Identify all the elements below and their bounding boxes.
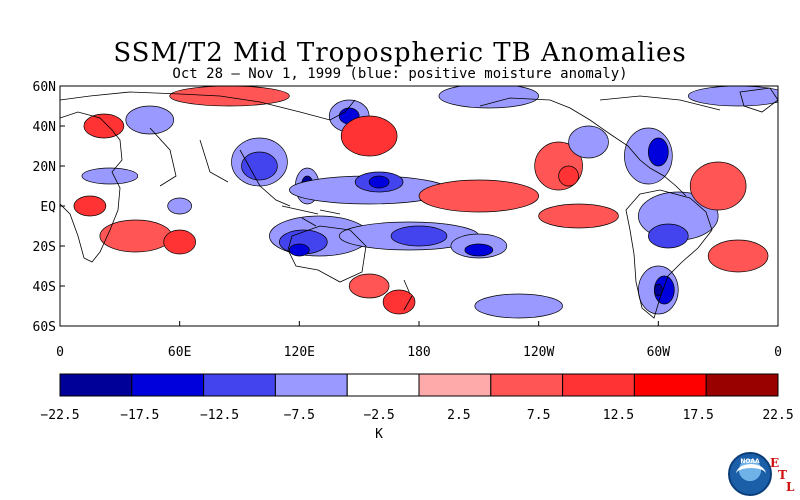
colorbar-swatch [274, 373, 348, 397]
anomaly-contour-7 [241, 151, 278, 181]
noaa-logo: NOAA [728, 452, 772, 496]
colorbar-tick-label: 2.5 [447, 408, 470, 423]
lat-label: 60S [33, 320, 56, 335]
anomaly-contour-36 [689, 161, 747, 211]
coastline-maritime [281, 205, 341, 227]
lat-label: 40N [33, 120, 56, 135]
colorbar-swatch [490, 373, 564, 397]
lon-label: 180 [407, 345, 430, 360]
lon-label: 0 [56, 345, 64, 360]
anomaly-contour-28 [568, 125, 609, 159]
lat-label: 20S [33, 240, 56, 255]
coastline-north-america [479, 95, 721, 197]
etl-letter-t: T [778, 468, 787, 482]
lat-label: 60N [33, 80, 56, 95]
colorbar-swatch [705, 373, 779, 397]
noaa-bird-icon [736, 464, 766, 484]
anomaly-contour-25 [418, 179, 540, 213]
coastline-eurasia [60, 91, 356, 207]
lat-label: EQ [40, 200, 56, 215]
colorbar-tick-label: 17.5 [683, 408, 714, 423]
lon-label: 0 [774, 345, 782, 360]
colorbar-tick-label: −17.5 [120, 408, 159, 423]
anomaly-contour-30 [648, 137, 669, 167]
anomaly-contour-40 [687, 86, 778, 107]
anomaly-contour-0 [125, 105, 175, 135]
coastline-south-america [625, 189, 713, 319]
anomaly-contour-42 [538, 203, 619, 229]
anomaly-contour-22 [464, 243, 494, 257]
lat-label: 20N [33, 160, 56, 175]
colorbar-swatch [633, 373, 707, 397]
colorbar-swatch [59, 373, 133, 397]
colorbar-swatch [418, 373, 492, 397]
colorbar-swatch [346, 373, 420, 397]
lon-label: 120W [523, 345, 554, 360]
etl-letter-l: L [786, 480, 795, 494]
coastline-greenland [739, 87, 778, 113]
colorbar-tick-label: 12.5 [603, 408, 634, 423]
anomaly-contour-2 [73, 195, 107, 217]
anomaly-contour-20 [390, 225, 448, 247]
etl-letter-e: E [770, 456, 780, 470]
coastline-nz [403, 279, 413, 311]
anomaly-contour-12 [340, 115, 398, 157]
anomaly-contour-39 [169, 86, 290, 107]
anomaly-contour-15 [368, 175, 390, 189]
colorbar-tick-label: −2.5 [363, 408, 394, 423]
anomaly-contour-41 [474, 293, 563, 319]
lon-label: 60W [647, 345, 671, 360]
colorbar-unit: K [375, 427, 383, 442]
anomaly-contour-3 [81, 167, 139, 185]
anomaly-contour-32 [648, 223, 689, 249]
anomaly-contour-24 [382, 289, 416, 315]
anomaly-contour-1 [83, 113, 125, 139]
anomaly-contour-38 [438, 86, 540, 109]
anomaly-contour-35 [653, 283, 663, 297]
anomaly-contour-5 [163, 229, 196, 255]
lat-label: 40S [33, 280, 56, 295]
coastline-africa [60, 111, 123, 263]
colorbar-swatch [203, 373, 276, 397]
coastline-australia [287, 225, 367, 283]
anomaly-contour-37 [707, 239, 769, 273]
colorbar-tick-label: 7.5 [527, 408, 550, 423]
map-subtitle: Oct 28 – Nov 1, 1999 (blue: positive moi… [172, 66, 628, 82]
colorbar-tick-label: −12.5 [200, 408, 239, 423]
anomaly-contour-18 [289, 243, 310, 257]
colorbar-swatch [131, 373, 205, 397]
colorbar-tick-label: 22.5 [762, 408, 793, 423]
noaa-logo-text: NOAA [740, 458, 760, 465]
anomaly-contour-4 [99, 219, 173, 253]
colorbar-tick-label: −22.5 [40, 408, 79, 423]
colorbar-swatch [562, 373, 635, 397]
map-title: SSM/T2 Mid Tropospheric TB Anomalies [113, 38, 687, 68]
colorbar-tick-label: −7.5 [284, 408, 315, 423]
lon-label: 60E [168, 345, 191, 360]
anomaly-contour-43 [167, 197, 192, 215]
anomaly-contour-23 [348, 273, 390, 299]
lon-label: 120E [284, 345, 315, 360]
anomaly-contour-27 [558, 165, 579, 187]
